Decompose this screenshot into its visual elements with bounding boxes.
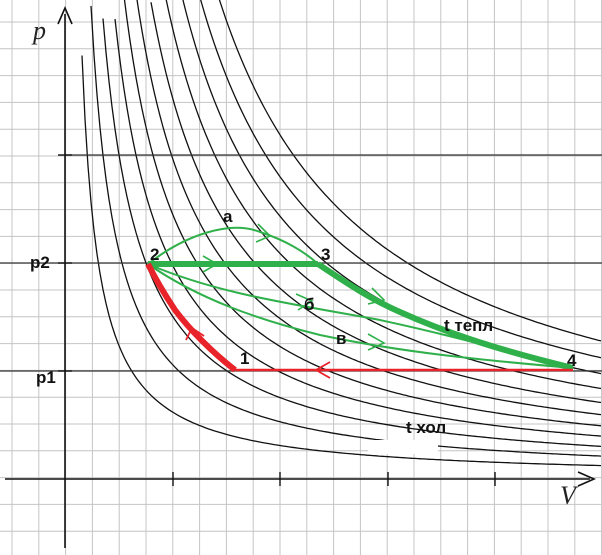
isotherm-curve bbox=[200, 0, 602, 359]
isotherm-curve bbox=[102, 18, 602, 448]
hot-isotherm-label: t тепл bbox=[444, 316, 493, 335]
isotherm-curve bbox=[90, 5, 602, 457]
axis-ticks bbox=[58, 154, 496, 486]
x-axis-arrow-icon bbox=[577, 471, 596, 487]
point-3-label: 3 bbox=[321, 245, 330, 264]
path-b-arrow-icon bbox=[295, 293, 314, 311]
path-b-label: б bbox=[304, 295, 315, 314]
isotherm-curve bbox=[182, 0, 602, 375]
y-axis-arrow-icon bbox=[57, 6, 73, 25]
y-axis-label: p bbox=[31, 16, 46, 45]
cold-isotherm-1-2 bbox=[145, 262, 237, 373]
isotherm-curve bbox=[114, 18, 602, 437]
hot-arrow-icon bbox=[367, 287, 386, 305]
point-1-label: 1 bbox=[240, 349, 249, 368]
isotherm-curve bbox=[81, 55, 602, 467]
path-v bbox=[147, 263, 574, 369]
path-a bbox=[147, 226, 319, 265]
path-a-arrow-icon bbox=[255, 223, 272, 243]
point-2-label: 2 bbox=[150, 245, 159, 264]
isobar-arrow-icon bbox=[202, 255, 219, 273]
isotherm-curve bbox=[136, 0, 602, 416]
point-4-label: 4 bbox=[567, 351, 577, 370]
cold-isotherm-label: t хол bbox=[406, 418, 446, 437]
isotherm-curve bbox=[150, 2, 602, 404]
isotherm-curves bbox=[81, 0, 602, 467]
p1-label: p1 bbox=[36, 368, 56, 387]
path-v-label: в bbox=[336, 329, 346, 348]
cold-arrow-icon bbox=[185, 326, 205, 341]
p2-label: p2 bbox=[30, 253, 50, 272]
isotherm-curve bbox=[165, 0, 602, 390]
hot-isotherm-3-4 bbox=[316, 261, 574, 371]
x-axis-label: V bbox=[560, 481, 579, 510]
isotherm-curve bbox=[123, 0, 602, 427]
isotherm-curve bbox=[218, 0, 602, 342]
path-a-label: а bbox=[223, 207, 233, 226]
path-v-arrow-icon bbox=[367, 333, 386, 351]
isobar-4-1-arrow-icon bbox=[314, 361, 331, 379]
label-mask bbox=[368, 440, 438, 454]
